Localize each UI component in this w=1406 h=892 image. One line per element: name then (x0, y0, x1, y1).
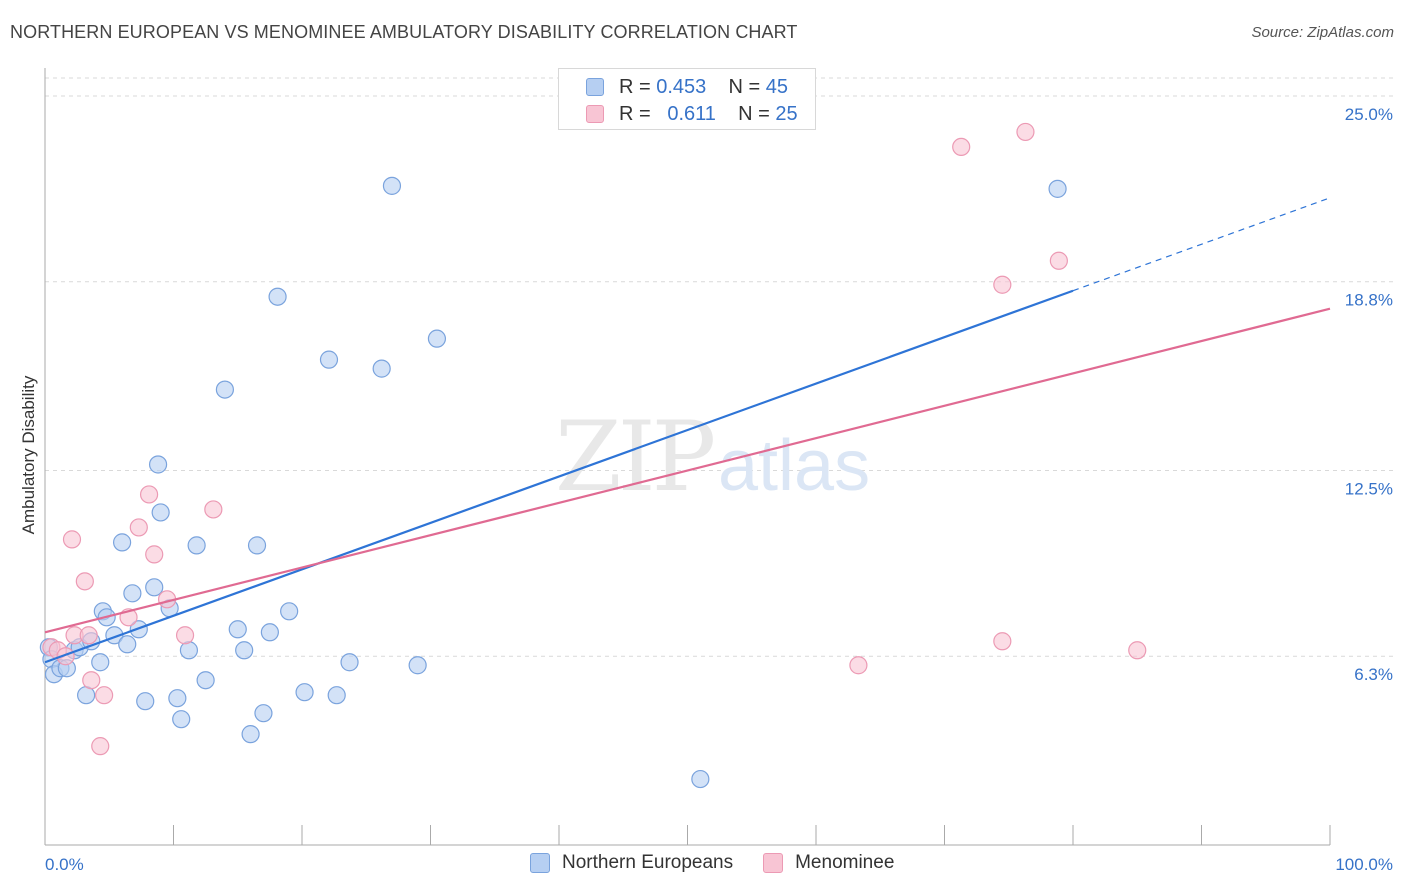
point-menominee (849, 656, 868, 675)
legend-item-menominee: Menominee (763, 852, 894, 874)
point-northern-european (136, 692, 155, 711)
point-northern-european (382, 176, 402, 195)
y-tick-label: 6.3% (1354, 665, 1393, 684)
point-menominee (1049, 251, 1068, 270)
legend-row-northern-europeans: R = 0.453 N = 45 (586, 74, 789, 100)
legend-row-menominee: R = 0.611 N = 25 (586, 101, 798, 127)
point-northern-european (327, 686, 346, 705)
point-menominee (75, 572, 94, 591)
legend-label: Menominee (795, 852, 895, 873)
tick-labels: 6.3% 12.5% 18.8% 25.0% 0.0% 100.0% (45, 105, 1393, 874)
point-northern-european (241, 725, 260, 744)
point-menominee (56, 647, 75, 666)
watermark: ZIP (555, 401, 714, 513)
point-menominee (993, 275, 1012, 294)
n-value: 25 (775, 102, 798, 125)
legend-swatch-pink (586, 105, 604, 123)
r-value: 0.453 (656, 75, 707, 98)
point-menominee (145, 545, 164, 564)
point-menominee (62, 530, 82, 549)
watermark-atlas: atlas (718, 426, 870, 506)
r-value: 0.611 (667, 102, 716, 125)
point-menominee (952, 137, 971, 157)
point-northern-european (691, 769, 710, 789)
series-legend: Northern Europeans Menominee (530, 852, 924, 874)
grid-lines (45, 77, 1395, 657)
point-northern-european (196, 671, 215, 690)
point-northern-european (1048, 179, 1067, 198)
y-tick-label: 25.0% (1345, 105, 1393, 124)
point-northern-european (172, 710, 191, 729)
point-menominee (129, 518, 148, 537)
point-northern-european (168, 689, 187, 708)
point-menominee (204, 500, 223, 519)
point-northern-european (151, 503, 170, 522)
point-northern-european (268, 287, 287, 306)
point-menominee (79, 626, 98, 645)
point-northern-european (372, 359, 391, 378)
trend-line-extension (1072, 197, 1331, 292)
trend-line-northern-europeans (44, 289, 1074, 664)
point-northern-european (179, 641, 199, 660)
point-northern-european (247, 536, 267, 555)
n-label: N = (728, 75, 761, 98)
n-label: N = (738, 102, 770, 125)
point-menominee (139, 485, 159, 504)
trend-lines (44, 197, 1331, 664)
source-label: Source: ZipAtlas.com (1251, 24, 1394, 41)
point-northern-european (319, 350, 339, 369)
point-northern-european (280, 602, 299, 621)
point-northern-european (408, 656, 427, 675)
trend-line-menominee (44, 307, 1331, 634)
point-menominee (82, 671, 101, 690)
point-northern-european (340, 653, 359, 672)
point-northern-european (118, 635, 137, 654)
point-northern-european (123, 584, 142, 603)
legend-swatch-blue (530, 853, 550, 873)
x-tick-label: 0.0% (45, 855, 84, 874)
point-northern-european (215, 380, 234, 399)
point-northern-european (91, 653, 110, 672)
point-northern-european (145, 578, 164, 597)
point-northern-european (254, 704, 273, 723)
legend-swatch-blue (586, 78, 604, 96)
point-menominee (175, 626, 195, 645)
chart-title: NORTHERN EUROPEAN VS MENOMINEE AMBULATOR… (10, 22, 798, 42)
point-northern-european (260, 623, 279, 642)
axes (44, 68, 1331, 846)
point-menominee (1128, 641, 1147, 660)
point-northern-european (148, 455, 168, 474)
point-menominee (1016, 122, 1035, 142)
point-northern-european (427, 329, 447, 348)
r-label: R = (619, 75, 651, 98)
point-northern-european (112, 533, 132, 552)
r-label: R = (619, 102, 651, 125)
point-menominee (95, 686, 114, 705)
point-northern-european (235, 641, 254, 660)
y-tick-label: 18.8% (1345, 291, 1393, 310)
correlation-legend: R = 0.453 N = 45 R = 0.611 N = 25 (558, 68, 816, 130)
n-value: 45 (765, 75, 789, 98)
point-northern-european (295, 683, 314, 702)
legend-item-northern-europeans: Northern Europeans (530, 852, 733, 874)
legend-label: Northern Europeans (562, 852, 734, 873)
point-menominee (91, 737, 110, 756)
point-northern-european (228, 620, 247, 639)
x-tick-label: 100.0% (1335, 855, 1393, 874)
y-tick-label: 12.5% (1345, 479, 1393, 498)
legend-swatch-pink (763, 853, 784, 873)
y-axis-label: Ambulatory Disability (19, 375, 38, 534)
point-menominee (993, 632, 1012, 651)
point-northern-european (187, 536, 206, 555)
